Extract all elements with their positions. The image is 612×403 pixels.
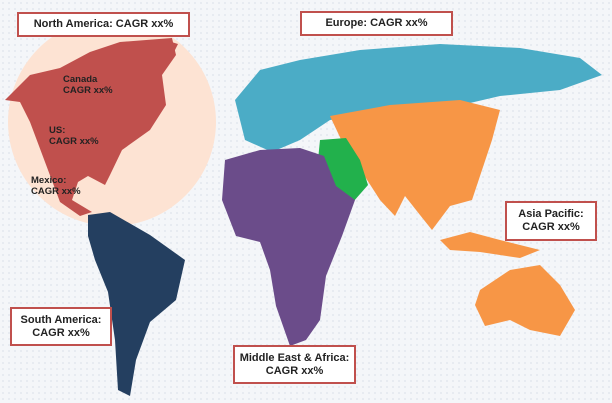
asia-pacific-line2: CAGR xx%	[522, 221, 580, 233]
canada-line2: CAGR xx%	[63, 85, 113, 96]
south-america-line1: South America:	[20, 313, 102, 326]
north-america-label: North America: CAGR xx%	[17, 12, 190, 37]
middle-east-shape[interactable]	[318, 138, 368, 210]
mexico-line1: Mexico:	[31, 175, 67, 186]
mea-label: Middle East & Africa: CAGR xx%	[233, 345, 356, 384]
asia-pacific-label: Asia Pacific: CAGR xx%	[505, 201, 597, 241]
us-line2: CAGR xx%	[49, 136, 99, 147]
europe-title: Europe: CAGR xx%	[325, 17, 428, 29]
us-line1: US:	[49, 125, 66, 136]
asia-pacific-shape[interactable]	[330, 100, 500, 230]
north-america-shape[interactable]	[5, 38, 176, 216]
europe-label: Europe: CAGR xx%	[300, 11, 453, 36]
mea-line1: Middle East & Africa:	[239, 351, 350, 364]
canada-label: Canada CAGR xx%	[63, 74, 113, 96]
asia-pacific-line1: Asia Pacific:	[518, 208, 584, 220]
europe-shape[interactable]	[235, 44, 602, 152]
south-america-shape[interactable]	[88, 212, 185, 396]
north-america-title: North America: CAGR xx%	[33, 18, 174, 30]
africa-shape[interactable]	[222, 148, 355, 346]
south-america-line2: CAGR xx%	[32, 326, 90, 339]
australia-shape	[475, 265, 575, 336]
greenland-shape	[150, 40, 178, 66]
indonesia-shape	[440, 232, 540, 258]
canada-line1: Canada	[63, 74, 98, 85]
mexico-label: Mexico: CAGR xx%	[31, 175, 81, 197]
mea-line2: CAGR xx%	[265, 364, 324, 377]
us-label: US: CAGR xx%	[49, 125, 99, 147]
south-america-label: South America: CAGR xx%	[10, 307, 112, 346]
mexico-line2: CAGR xx%	[31, 186, 81, 197]
